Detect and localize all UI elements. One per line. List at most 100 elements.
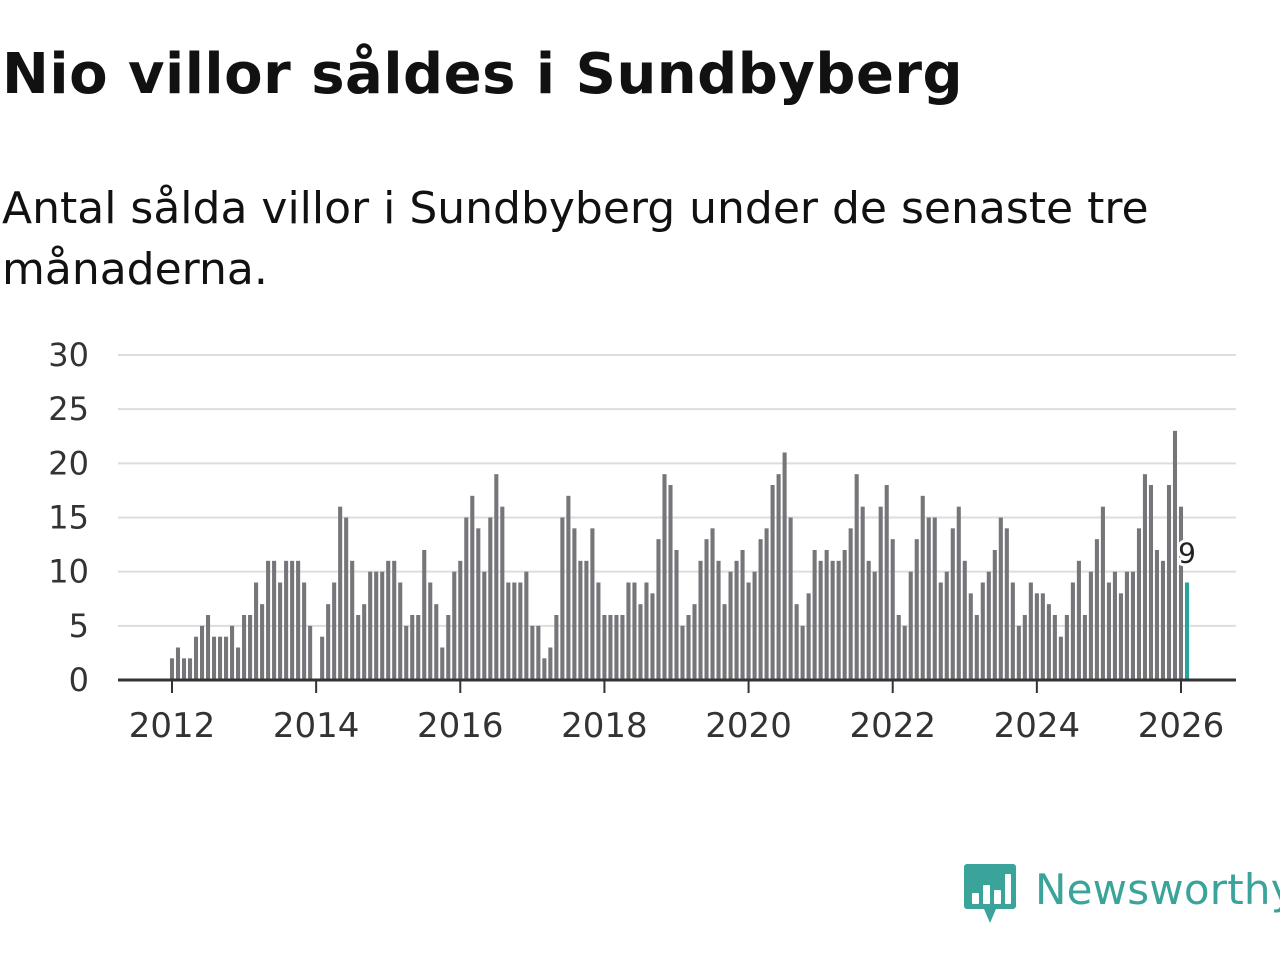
bar	[902, 625, 907, 680]
bar	[1100, 506, 1105, 680]
bar	[362, 604, 367, 680]
bar	[338, 506, 343, 680]
bar	[932, 517, 937, 680]
bar	[746, 582, 751, 680]
bar	[878, 506, 883, 680]
bar	[332, 582, 337, 680]
bar	[236, 647, 241, 680]
bar	[1178, 506, 1184, 680]
bar	[1010, 582, 1015, 680]
bar	[308, 625, 313, 680]
bar	[344, 517, 349, 680]
bar	[818, 560, 823, 680]
bar	[452, 571, 457, 680]
bar	[446, 615, 451, 680]
bar	[776, 474, 781, 680]
data-label: 9	[1178, 537, 1196, 570]
data-labels: 9	[1175, 534, 1199, 573]
brand-name: Newsworthy	[1035, 864, 1280, 914]
bar	[392, 560, 397, 680]
bar	[254, 582, 259, 680]
y-tick-label: 20	[48, 444, 89, 482]
x-axis-ticks: 2012 2014 2016 2018 2020 2022 2024 2026	[129, 680, 1225, 746]
bar	[920, 495, 925, 680]
x-tick-label: 2022	[849, 706, 936, 746]
bar	[614, 615, 619, 680]
bar	[656, 539, 661, 680]
bar	[404, 625, 409, 680]
bar	[572, 528, 577, 680]
bar	[830, 560, 835, 680]
bar	[398, 582, 403, 680]
bar	[440, 647, 445, 680]
bar	[968, 593, 973, 680]
bar	[668, 485, 673, 680]
brand-logo: Newsworthy	[963, 862, 1280, 926]
bar	[590, 528, 595, 680]
bar	[1022, 615, 1027, 680]
bar	[566, 495, 571, 680]
bar	[848, 528, 853, 680]
x-tick-label: 2024	[994, 706, 1081, 746]
bar	[248, 615, 253, 680]
bar	[1034, 593, 1039, 680]
bar	[686, 615, 691, 680]
bar	[704, 539, 709, 680]
bar	[914, 539, 919, 680]
bar	[596, 582, 601, 680]
chart-title: Nio villor såldes i Sundbyberg	[2, 42, 964, 107]
bar	[986, 571, 991, 680]
bar	[866, 560, 871, 680]
bar	[728, 571, 733, 680]
bar	[1172, 430, 1178, 680]
bar	[464, 517, 469, 680]
bar	[860, 506, 865, 680]
bar	[698, 560, 703, 680]
bar	[1076, 560, 1081, 680]
bar	[434, 604, 439, 680]
bar	[908, 571, 913, 680]
y-tick-label: 15	[48, 499, 89, 537]
bar-chart: 0 5 10 15 20 25 30 2012 2014 2016 2018 2020 2022 202…	[48, 336, 1236, 746]
bar	[296, 560, 301, 680]
bar	[278, 582, 283, 680]
bar	[560, 517, 565, 680]
bar	[956, 506, 961, 680]
x-tick-label: 2012	[129, 706, 216, 746]
bar	[1106, 582, 1111, 680]
bar	[1016, 625, 1021, 680]
bar	[326, 604, 331, 680]
bar	[386, 560, 391, 680]
bar	[608, 615, 613, 680]
bar	[800, 625, 805, 680]
bar	[1154, 550, 1160, 680]
bar	[1082, 615, 1087, 680]
bar	[626, 582, 631, 680]
bar	[224, 636, 229, 680]
bar	[410, 615, 415, 680]
bar	[824, 550, 829, 680]
bar	[710, 528, 715, 680]
bar	[938, 582, 943, 680]
bar	[230, 625, 235, 680]
bar	[374, 571, 379, 680]
bar	[530, 625, 535, 680]
bar	[260, 604, 265, 680]
bar	[1142, 474, 1147, 680]
bar	[998, 517, 1003, 680]
bar	[782, 452, 787, 680]
bar	[1136, 528, 1141, 680]
bar	[794, 604, 799, 680]
bar	[680, 625, 685, 680]
x-tick-label: 2026	[1138, 706, 1225, 746]
bar	[548, 647, 553, 680]
bar	[476, 528, 481, 680]
bar	[1124, 571, 1129, 680]
bar	[812, 550, 817, 680]
bars	[169, 430, 1190, 680]
bar	[350, 560, 355, 680]
bar	[1094, 539, 1099, 680]
bar	[842, 550, 847, 680]
bar	[320, 636, 325, 680]
bar	[806, 593, 811, 680]
